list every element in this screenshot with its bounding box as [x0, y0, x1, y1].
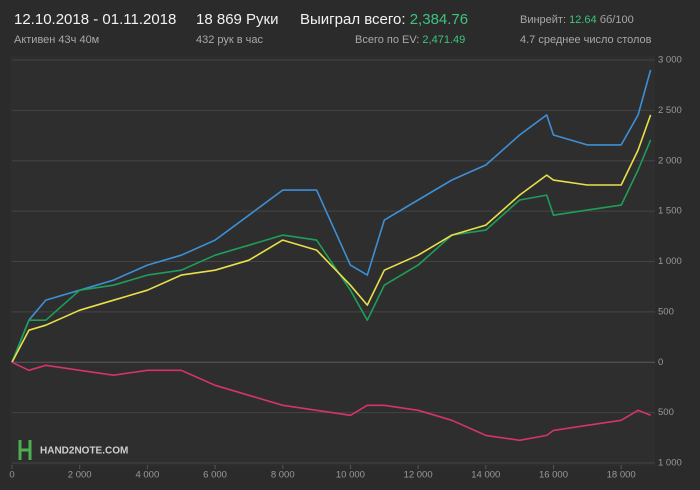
x-tick-label: 12 000 [404, 470, 433, 481]
y-tick-label: 1 000 [658, 458, 682, 469]
winrate-value: 12.64 [569, 14, 597, 26]
hands: 18 869 Руки [196, 11, 279, 28]
tables: 4.7 среднее число столов [520, 34, 652, 46]
logo-text: HAND2NOTE.COM [40, 446, 128, 457]
y-tick-label: 500 [658, 407, 674, 418]
y-tick-label: 1 000 [658, 256, 682, 267]
logo: HAND2NOTE.COM [18, 440, 128, 460]
series-line [11, 139, 652, 363]
series-line [11, 361, 651, 442]
winrate-label: Винрейт: [520, 14, 566, 26]
ev-total: Всего по EV: 2,471.49 [355, 34, 465, 46]
x-tick-label: 0 [9, 470, 14, 481]
y-tick-label: 2 000 [658, 155, 682, 166]
winrate: Винрейт: 12.64 бб/100 [520, 14, 634, 26]
series-line [11, 114, 652, 363]
y-tick-label: 500 [658, 306, 674, 317]
logo-icon [18, 440, 32, 460]
dates: 12.10.2018 - 01.11.2018 [14, 11, 176, 28]
x-tick-label: 6 000 [203, 470, 227, 481]
winrate-unit: бб/100 [600, 14, 634, 26]
y-tick-label: 1 500 [658, 206, 682, 217]
x-tick-label: 16 000 [539, 470, 568, 481]
x-tick-label: 2 000 [68, 470, 92, 481]
active-time: Активен 43ч 40м [14, 34, 99, 46]
x-tick-label: 10 000 [336, 470, 365, 481]
ev-value: 2,471.49 [422, 34, 465, 46]
plot: 1 000 500 0 500 1 000 1 500 2 000 2 500 3 000 0 2 … [9, 55, 681, 481]
won-total: Выиграл всего: 2,384.76 [300, 11, 468, 28]
series-line [11, 69, 652, 363]
x-tick-label: 8 000 [271, 470, 295, 481]
won-value: 2,384.76 [410, 11, 468, 28]
y-tick-label: 3 000 [658, 55, 682, 66]
x-tick-label: 14 000 [471, 470, 500, 481]
won-label: Выиграл всего: [300, 11, 406, 28]
y-tick-label: 0 [658, 357, 663, 368]
x-tick-label: 4 000 [135, 470, 159, 481]
hands-per-hour: 432 рук в час [196, 34, 264, 46]
x-tick-label: 18 000 [607, 470, 636, 481]
y-tick-label: 2 500 [658, 105, 682, 116]
ev-label: Всего по EV: [355, 34, 419, 46]
